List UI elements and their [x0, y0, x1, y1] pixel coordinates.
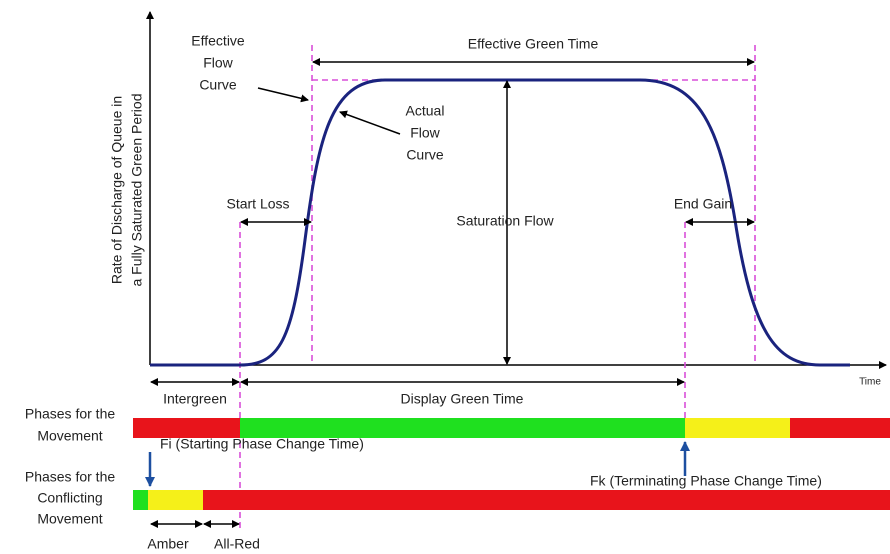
actual-flow-label: Curve: [406, 147, 444, 163]
y-axis-label: Rate of Discharge of Queue in: [109, 96, 125, 284]
x-axis-label: Time: [859, 377, 881, 388]
green-phase: [133, 490, 148, 510]
end-gain-label: End Gain: [674, 196, 732, 212]
effective-flow-label: Curve: [199, 77, 237, 93]
saturation-flow-label: Saturation Flow: [456, 213, 554, 229]
amber-phase: [685, 418, 790, 438]
effective-flow-label: Flow: [203, 55, 233, 71]
amber-phase: [148, 490, 203, 510]
actual-flow-curve: [150, 78, 850, 367]
amber-label: Amber: [147, 536, 189, 552]
arrow: [339, 110, 401, 135]
all-red-label: All-Red: [214, 536, 260, 552]
green-phase: [240, 418, 685, 438]
display-green-label: Display Green Time: [401, 391, 524, 407]
phase-label: Movement: [37, 511, 102, 527]
start-loss-label: Start Loss: [226, 196, 289, 212]
fk-label: Fk (Terminating Phase Change Time): [590, 473, 822, 489]
phase-label: Conflicting: [37, 490, 102, 506]
red-phase: [133, 418, 240, 438]
arrow: [257, 87, 309, 103]
red-phase: [790, 418, 890, 438]
phase-label: Phases for the: [25, 406, 115, 422]
phase-label: Movement: [37, 428, 102, 444]
fi-label: Fi (Starting Phase Change Time): [160, 436, 364, 452]
phase-label: Phases for the: [25, 469, 115, 485]
effective-green-label: Effective Green Time: [468, 36, 599, 52]
actual-flow-label: Flow: [410, 125, 440, 141]
red-phase: [203, 490, 890, 510]
actual-flow-label: Actual: [406, 103, 445, 119]
effective-flow-label: Effective: [191, 33, 245, 49]
y-axis-label: a Fully Saturated Green Period: [129, 94, 145, 287]
intergreen-label: Intergreen: [163, 391, 227, 407]
